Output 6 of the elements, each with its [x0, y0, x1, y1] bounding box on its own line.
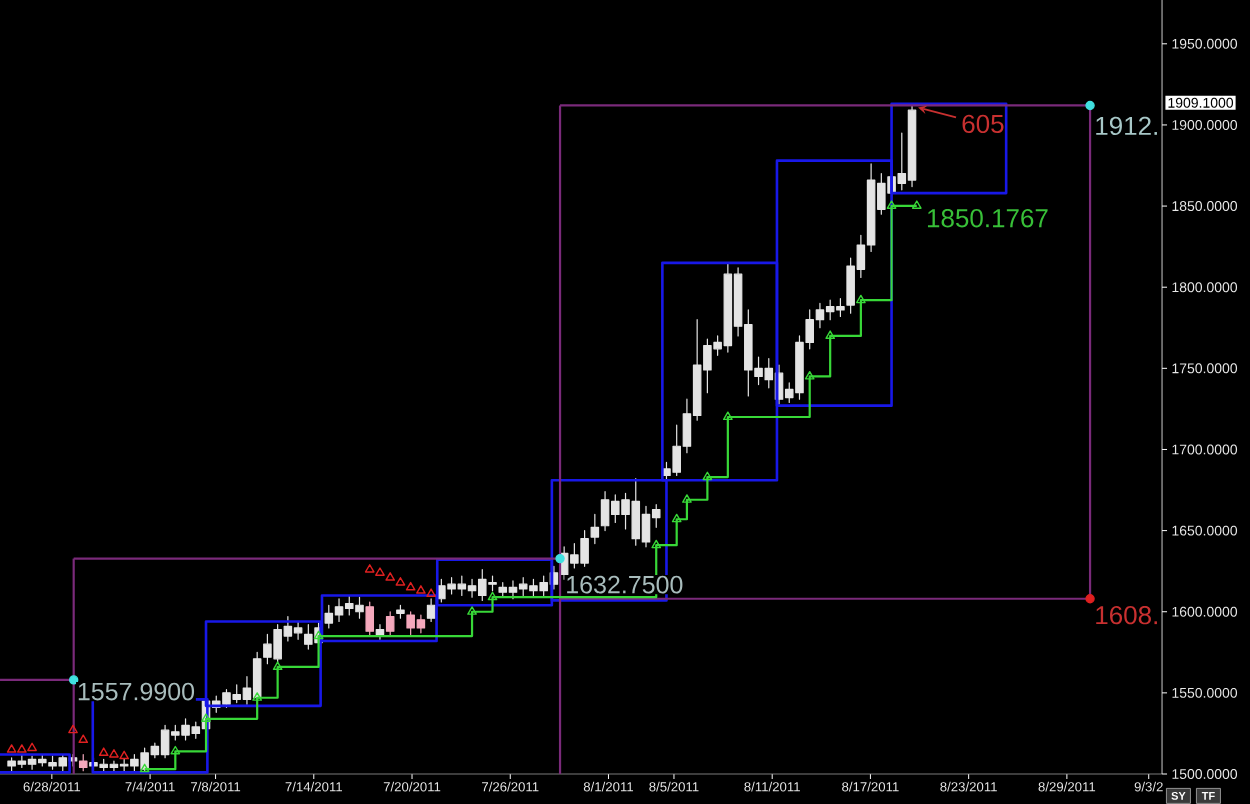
annotation: 1632.7500 — [567, 575, 683, 594]
annotation: 1608. — [1096, 605, 1157, 625]
annotation: 1912. — [1096, 116, 1157, 136]
annotation: 1850.1767 — [927, 208, 1048, 228]
annotation: 605 — [962, 114, 1004, 134]
annotation: 1557.9900 — [78, 682, 195, 701]
